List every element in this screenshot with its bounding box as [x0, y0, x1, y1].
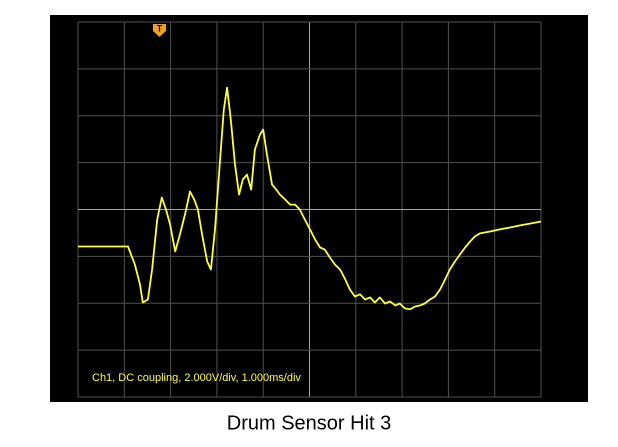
trigger-label: T [157, 23, 163, 33]
trigger-marker [153, 24, 166, 37]
channel-info: Ch1, DC coupling, 2.000V/div, 1.000ms/di… [92, 372, 301, 384]
chart-title: Drum Sensor Hit 3 [227, 412, 392, 434]
waveform [78, 86, 542, 311]
scope-screen [50, 15, 588, 402]
